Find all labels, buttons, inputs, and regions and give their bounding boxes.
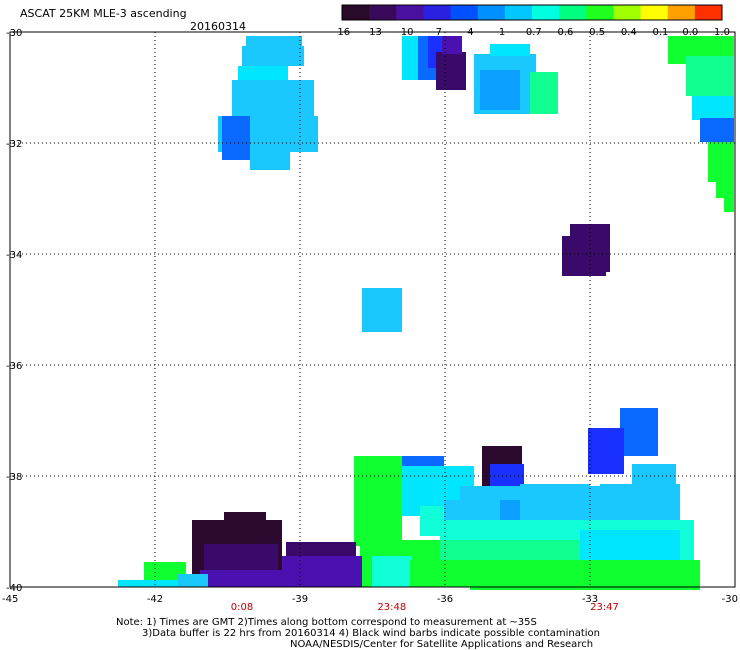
wind-cell bbox=[470, 560, 700, 590]
wind-cell bbox=[250, 150, 290, 170]
wind-cell bbox=[224, 512, 266, 524]
wind-cell bbox=[562, 236, 606, 276]
wind-cell bbox=[480, 70, 520, 110]
latitude-labels: -30 -32 -34 -36 -38 -40 bbox=[6, 28, 22, 594]
map-frame bbox=[9, 31, 736, 588]
wind-cell bbox=[232, 80, 314, 116]
colorbar-swatch bbox=[396, 5, 424, 20]
wind-cell bbox=[442, 36, 462, 54]
latitude-label: -30 bbox=[6, 28, 22, 39]
colorbar-swatch bbox=[342, 5, 370, 20]
latitude-label: -32 bbox=[6, 139, 22, 150]
colorbar-swatch bbox=[369, 5, 397, 20]
product-date: 20160314 bbox=[190, 20, 246, 33]
swath-time-label: 23:47 bbox=[590, 602, 619, 613]
longitude-label: -45 bbox=[2, 594, 18, 605]
wind-cell bbox=[402, 456, 444, 466]
longitude-label: -42 bbox=[147, 594, 163, 605]
lat-lon-grid bbox=[10, 32, 735, 587]
footer-credit: NOAA/NESDIS/Center for Satellite Applica… bbox=[290, 639, 593, 650]
wind-cell bbox=[700, 118, 734, 142]
swath-time-label: 0:08 bbox=[231, 602, 253, 613]
longitude-label: -33 bbox=[582, 594, 598, 605]
wind-data-patches bbox=[118, 36, 734, 590]
colorbar-swatch bbox=[559, 5, 587, 20]
colorbar: -16 -13 -10 -7 -4 -1 -0.7 -0.6 -0.5 -0.4 -0.1 0.0 1.… bbox=[334, 4, 730, 38]
wind-cell-lower-right bbox=[620, 408, 658, 456]
colorbar-swatch bbox=[667, 5, 696, 20]
wind-cell bbox=[436, 52, 466, 90]
wind-cell bbox=[204, 544, 278, 572]
wind-cell bbox=[600, 484, 680, 524]
longitude-label: -39 bbox=[292, 594, 308, 605]
wind-cell bbox=[178, 574, 208, 587]
longitude-label: -30 bbox=[722, 594, 738, 605]
latitude-label: -34 bbox=[6, 250, 22, 261]
wind-cell bbox=[410, 560, 470, 587]
wind-cell bbox=[588, 428, 624, 474]
latitude-label: -38 bbox=[6, 472, 22, 483]
wind-cell-upper-left bbox=[246, 36, 302, 46]
wind-cell bbox=[708, 142, 734, 182]
wind-cell bbox=[716, 180, 734, 198]
longitude-label: -36 bbox=[437, 594, 453, 605]
wind-cell bbox=[686, 56, 734, 96]
footer-note-line1: Note: 1) Times are GMT 2)Times along bot… bbox=[116, 617, 537, 628]
wind-cell bbox=[200, 570, 290, 587]
wind-cell bbox=[490, 44, 530, 56]
colorbar-swatch bbox=[586, 5, 614, 20]
product-title: ASCAT 25KM MLE-3 ascending bbox=[20, 7, 187, 20]
wind-cell-isolated-light bbox=[362, 288, 402, 332]
wind-cell bbox=[530, 72, 558, 114]
wind-cell bbox=[282, 556, 362, 587]
swath-time-label: 23:48 bbox=[377, 602, 406, 613]
wind-cell bbox=[222, 116, 250, 160]
wind-cell bbox=[118, 580, 198, 587]
swath-time-labels: 0:08 23:48 23:47 bbox=[231, 602, 619, 613]
longitude-labels: -45 -42 -39 -36 -33 -30 bbox=[2, 594, 738, 605]
wind-cell bbox=[238, 66, 288, 80]
colorbar-swatch bbox=[532, 5, 560, 20]
colorbar-swatch bbox=[613, 5, 642, 20]
latitude-label: -36 bbox=[6, 361, 22, 372]
colorbar-swatch bbox=[504, 5, 533, 20]
wind-cell bbox=[692, 96, 734, 120]
colorbar-border bbox=[341, 4, 723, 21]
wind-cell-bottom-band bbox=[354, 456, 402, 546]
colorbar-swatch bbox=[450, 5, 479, 20]
colorbar-swatch bbox=[423, 5, 452, 20]
footer-note-line2: 3)Data buffer is 22 hrs from 20160314 4)… bbox=[142, 628, 600, 639]
wind-cell bbox=[242, 46, 304, 66]
wind-cell bbox=[372, 556, 412, 587]
latitude-label: -40 bbox=[6, 583, 22, 594]
colorbar-swatch bbox=[694, 5, 723, 20]
wind-cell bbox=[724, 196, 734, 212]
wind-cell bbox=[580, 530, 680, 560]
wind-cell-top-middle bbox=[402, 36, 418, 80]
colorbar-swatch bbox=[477, 5, 506, 20]
colorbar-swatch bbox=[640, 5, 669, 20]
